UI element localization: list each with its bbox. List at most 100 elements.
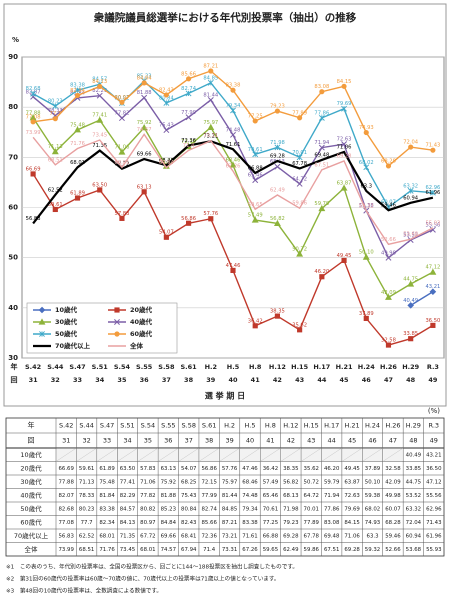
table-cell: 49.45 xyxy=(344,466,359,472)
table-cell: 32.58 xyxy=(385,466,401,472)
table-empty-hatch xyxy=(178,447,200,462)
table-cell: 77.25 xyxy=(263,520,278,526)
data-label: 64.72 xyxy=(292,176,307,182)
table-cell: 72.63 xyxy=(344,493,359,499)
data-label: 63.87 xyxy=(337,181,352,187)
x-tick-label: S.44 xyxy=(47,363,64,371)
table-cell: 82.07 xyxy=(58,493,73,499)
data-label: 49.98 xyxy=(381,250,396,256)
table-cell: 69.28 xyxy=(283,533,299,539)
table-cell: 82.74 xyxy=(201,506,217,512)
data-label: 72.04 xyxy=(403,140,419,146)
data-point xyxy=(407,187,414,194)
data-label: 35.62 xyxy=(292,322,307,328)
data-label: 83.08 xyxy=(314,84,329,90)
table-cell: 34 xyxy=(123,437,131,445)
data-label: 36.50 xyxy=(425,318,440,324)
data-point xyxy=(407,280,415,287)
data-point xyxy=(429,288,437,296)
table-cell: 73.31 xyxy=(222,547,237,553)
table-frame xyxy=(5,417,445,557)
data-label: 73.31 xyxy=(203,133,218,139)
data-label: 82.29 xyxy=(92,88,107,94)
table-cell: 71.94 xyxy=(324,493,340,499)
data-label: 77.25 xyxy=(248,113,263,119)
table-cell: 59.65 xyxy=(263,547,278,553)
table-cell: 49 xyxy=(430,437,438,445)
data-point xyxy=(52,103,59,109)
table-cell: 48 xyxy=(409,437,417,445)
table-cell: 87.21 xyxy=(222,520,237,526)
series-line xyxy=(32,140,434,225)
data-label: 43.21 xyxy=(425,284,440,290)
table-empty-hatch xyxy=(362,447,383,462)
table-row-header: 年 xyxy=(28,421,35,430)
table-cell: 59.32 xyxy=(365,547,380,553)
data-label: 82.43 xyxy=(159,87,174,93)
table-cell: 61.96 xyxy=(426,533,442,539)
data-label: 55.56 xyxy=(425,222,440,228)
table-cell: 75.43 xyxy=(181,493,196,499)
table-cell: 82.34 xyxy=(99,520,115,526)
data-label: 52.66 xyxy=(381,237,396,243)
table-cell: 78.33 xyxy=(79,493,94,499)
table-cell: 33 xyxy=(103,437,111,445)
data-label: 79.23 xyxy=(270,104,285,110)
data-label: 80.82 xyxy=(115,96,130,102)
data-label: 82.68 xyxy=(26,86,41,92)
x-tick-label: H.17 xyxy=(313,363,330,371)
table-cell: 77.89 xyxy=(304,520,320,526)
data-label: 68.01 xyxy=(115,160,130,166)
data-label: 71.35 xyxy=(92,143,107,149)
data-point xyxy=(251,216,259,223)
table-empty-hatch xyxy=(341,447,363,462)
data-label: 62.49 xyxy=(270,188,285,194)
data-label: 74.48 xyxy=(226,127,241,133)
data-point xyxy=(30,119,36,125)
legend-marker xyxy=(38,318,46,325)
table-cell: 33.85 xyxy=(406,466,421,472)
table-cell: 68.02 xyxy=(365,506,380,512)
table-cell: 75.92 xyxy=(161,479,176,485)
x-tick-label: 33 xyxy=(73,376,82,384)
data-label: 56.82 xyxy=(270,216,285,222)
table-cell: 71.06 xyxy=(344,533,360,539)
x-tick-label: R.3 xyxy=(427,363,439,371)
data-label: 66.88 xyxy=(248,165,263,171)
table-cell: 57.76 xyxy=(222,466,238,472)
x-tick-label: 47 xyxy=(384,376,393,384)
data-point xyxy=(230,107,236,114)
data-label: 63.3 xyxy=(360,183,372,189)
data-label: 59.38 xyxy=(359,203,374,209)
table-cell: 66.88 xyxy=(263,533,279,539)
data-label: 68.28 xyxy=(381,158,396,164)
data-label: 56.86 xyxy=(181,216,196,222)
data-point xyxy=(119,215,125,221)
table-cell: H.21 xyxy=(345,422,360,430)
table-cell: 77.41 xyxy=(120,479,135,485)
x-tick-label: H.8 xyxy=(249,363,262,371)
data-label: 50.10 xyxy=(359,250,374,256)
table-row-header: 70歳代以上 xyxy=(14,531,49,540)
data-label: 63.50 xyxy=(92,182,107,188)
data-point xyxy=(97,83,103,90)
data-point xyxy=(230,87,236,93)
data-label: 83.38 xyxy=(70,83,85,89)
table-cell: 56.86 xyxy=(201,466,217,472)
data-label: 71.98 xyxy=(270,140,285,146)
table-cell: 53.68 xyxy=(406,547,422,553)
data-label: 70.61 xyxy=(248,147,263,153)
data-label: 63.13 xyxy=(137,184,152,190)
data-point xyxy=(274,313,281,319)
data-point xyxy=(74,126,81,133)
y-tick-label: 70 xyxy=(8,153,18,161)
data-label: 75.43 xyxy=(159,123,174,129)
data-label: 69.66 xyxy=(137,152,152,158)
data-label: 59.79 xyxy=(314,201,329,207)
data-point xyxy=(74,87,81,94)
x-tick-label: S.47 xyxy=(69,363,85,371)
data-label: 75.48 xyxy=(70,122,85,128)
legend-marker xyxy=(38,306,46,314)
x-tick-label: 35 xyxy=(117,376,127,384)
data-label: 61.89 xyxy=(70,191,85,197)
